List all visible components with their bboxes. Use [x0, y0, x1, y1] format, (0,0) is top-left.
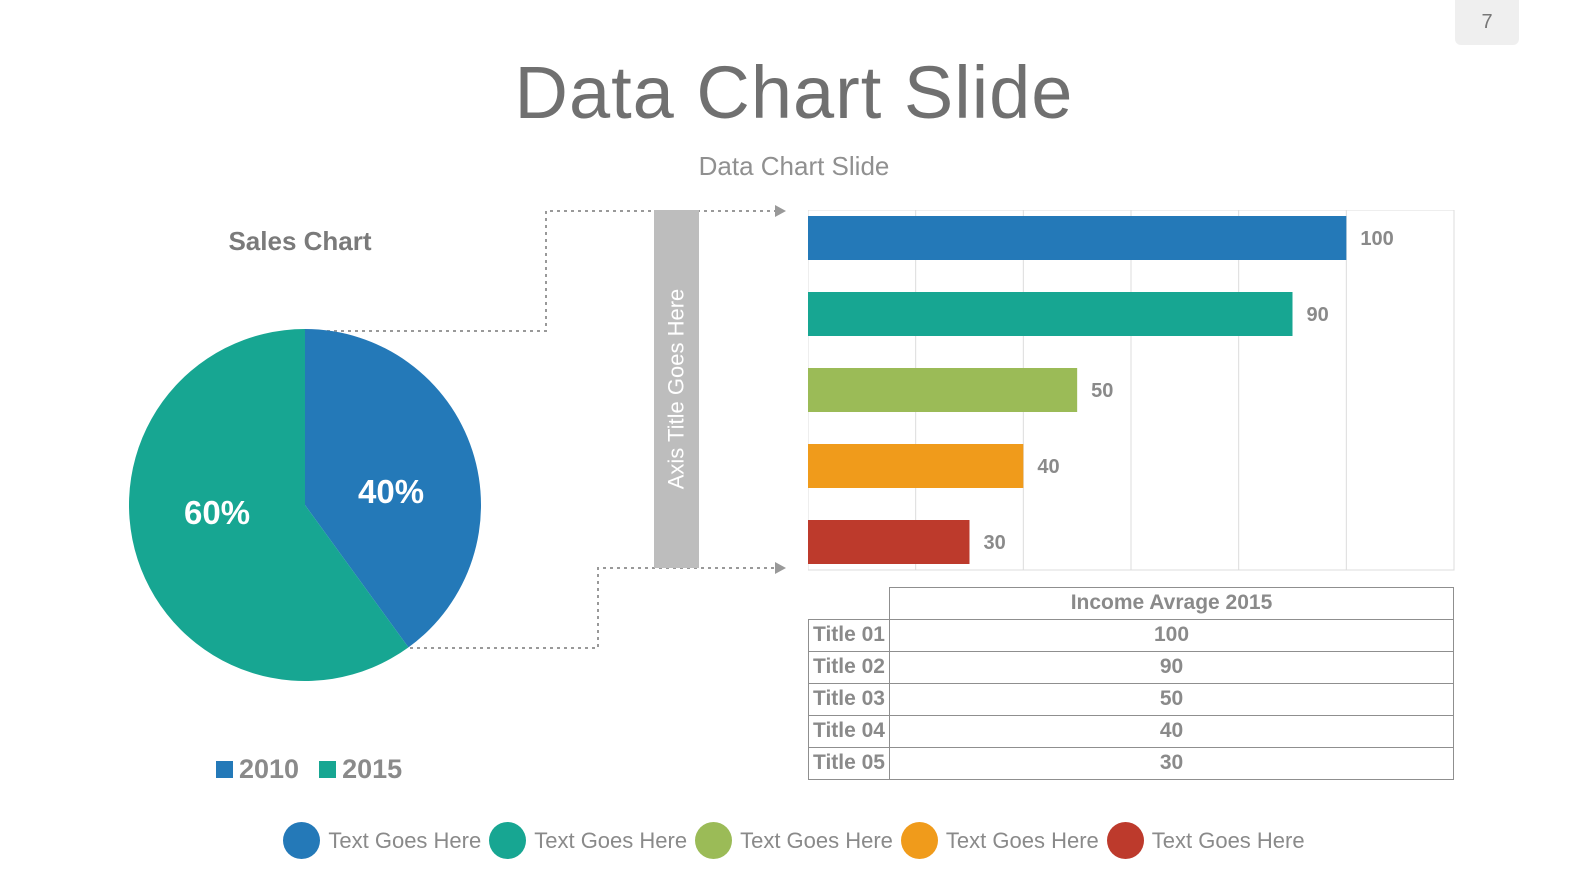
- bar-data-label: 40: [1037, 456, 1059, 478]
- bar-data-label: 90: [1307, 304, 1329, 326]
- pie-legend-item-2015: 2015: [319, 754, 402, 785]
- connector-bottom-arrow: [775, 562, 786, 574]
- table-row: Title 03 50: [808, 682, 1455, 716]
- circle-icon: [489, 822, 527, 859]
- pie-legend: 2010 2015: [216, 754, 402, 785]
- slide-subtitle: Data Chart Slide: [698, 151, 890, 181]
- bar-title-05: [808, 520, 970, 564]
- axis-title-band: Axis Title Goes Here: [654, 210, 699, 568]
- income-table: Income Avrage 2015 Title 01 100 Title 02…: [808, 587, 1455, 780]
- bottom-legend-item: Text Goes Here: [489, 822, 687, 859]
- bar-data-label: 50: [1091, 380, 1113, 402]
- table-corner: [809, 588, 890, 620]
- connector-bottom: [410, 567, 775, 649]
- slide-title: Data Chart Slide: [514, 51, 1074, 134]
- bar-title-04: [808, 444, 1024, 488]
- bottom-legend-label: Text Goes Here: [740, 827, 893, 853]
- table-header: Income Avrage 2015: [888, 587, 1455, 620]
- table-row: Title 02 90: [808, 650, 1455, 684]
- bar-data-label: 30: [984, 532, 1006, 554]
- bottom-legend-label: Text Goes Here: [328, 827, 482, 853]
- table-row-label: Title 02: [808, 650, 890, 684]
- pie-legend-label: 2015: [342, 754, 403, 784]
- table-row: Title 05 30: [808, 746, 1455, 780]
- bar-title-03: [808, 368, 1078, 412]
- table-row-value: 40: [888, 714, 1455, 748]
- income-bar-chart: 100 90 50 40 30: [808, 210, 1455, 571]
- table-row: Title 04 40: [808, 714, 1455, 748]
- legend-swatch-icon: [216, 761, 233, 778]
- circle-icon: [1106, 822, 1144, 859]
- table-row-label: Title 03: [808, 682, 890, 716]
- table-row-value: 90: [888, 650, 1455, 684]
- pie-slice-label-2015: 60%: [184, 494, 251, 531]
- table-header-row: Income Avrage 2015: [809, 587, 1455, 620]
- connector-top-arrow: [775, 205, 786, 217]
- table-row-label: Title 04: [808, 714, 890, 748]
- circle-icon: [900, 822, 938, 859]
- bar-title-01: [808, 216, 1347, 260]
- connector-top: [306, 210, 775, 332]
- axis-title: Axis Title Goes Here: [663, 288, 689, 490]
- table-row-value: 100: [888, 618, 1455, 652]
- bar-data-label: 100: [1360, 228, 1393, 250]
- bottom-legend-item: Text Goes Here: [283, 822, 481, 859]
- bottom-legend: Text Goes Here Text Goes Here Text Goes …: [0, 822, 1588, 859]
- bottom-legend-label: Text Goes Here: [1151, 827, 1305, 853]
- pie-slice-2010: [305, 329, 481, 648]
- table-row-value: 50: [888, 682, 1455, 716]
- bottom-legend-item: Text Goes Here: [1106, 822, 1305, 859]
- pie-slice-2015: [128, 329, 409, 681]
- sales-pie-chart: [128, 329, 481, 681]
- table-row-label: Title 05: [808, 746, 890, 780]
- bottom-legend-item: Text Goes Here: [900, 822, 1099, 859]
- table-row-value: 30: [888, 746, 1455, 780]
- bottom-legend-item: Text Goes Here: [695, 822, 893, 859]
- pie-legend-item-2010: 2010: [216, 754, 299, 785]
- pie-legend-label: 2010: [239, 754, 300, 784]
- circle-icon: [283, 822, 321, 859]
- bottom-legend-label: Text Goes Here: [534, 827, 688, 853]
- pie-slice-label-2010: 40%: [358, 473, 425, 510]
- bottom-legend-label: Text Goes Here: [945, 827, 1099, 853]
- table-row: Title 01 100: [808, 618, 1455, 652]
- circle-icon: [695, 822, 733, 859]
- page-number: 7: [1455, 0, 1519, 45]
- pie-chart-title: Sales Chart: [228, 226, 372, 256]
- legend-swatch-icon: [319, 761, 337, 778]
- table-row-label: Title 01: [808, 618, 890, 652]
- bar-title-02: [808, 292, 1293, 336]
